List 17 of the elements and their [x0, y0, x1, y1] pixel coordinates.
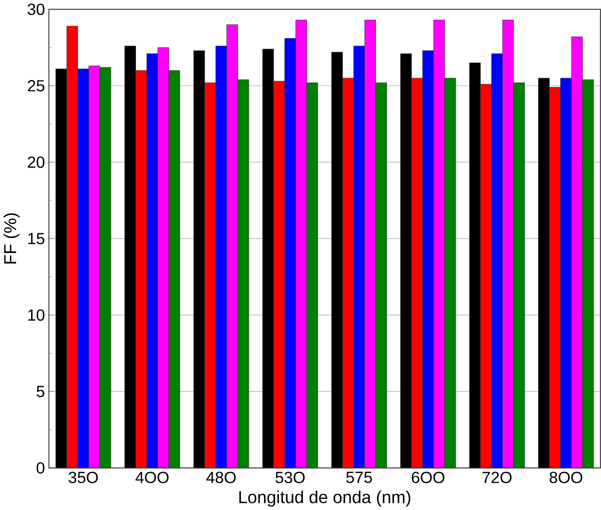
x-tick-label: 72O: [482, 472, 512, 484]
y-tick-label: 0: [36, 462, 44, 474]
x-axis-title: Longitud de onda (nm): [239, 490, 410, 507]
y-tick-label: 30: [28, 3, 44, 15]
x-tick-label: 35O: [68, 472, 98, 484]
y-tick-label: 15: [28, 232, 44, 244]
x-tick-label: 575: [346, 472, 372, 483]
x-tick-label: 8OO: [550, 472, 582, 484]
y-tick-label: 20: [28, 156, 44, 168]
y-tick-label: 25: [28, 80, 44, 92]
x-tick-label: 53O: [276, 472, 305, 484]
x-tick-label: 4OO: [136, 472, 169, 484]
x-tick-label: 6OO: [412, 472, 444, 484]
y-axis-title: FF (%): [4, 213, 20, 264]
x-tick-label: 48O: [206, 472, 236, 484]
y-tick-label: 5: [36, 386, 44, 398]
y-tick-label: 10: [28, 309, 44, 321]
